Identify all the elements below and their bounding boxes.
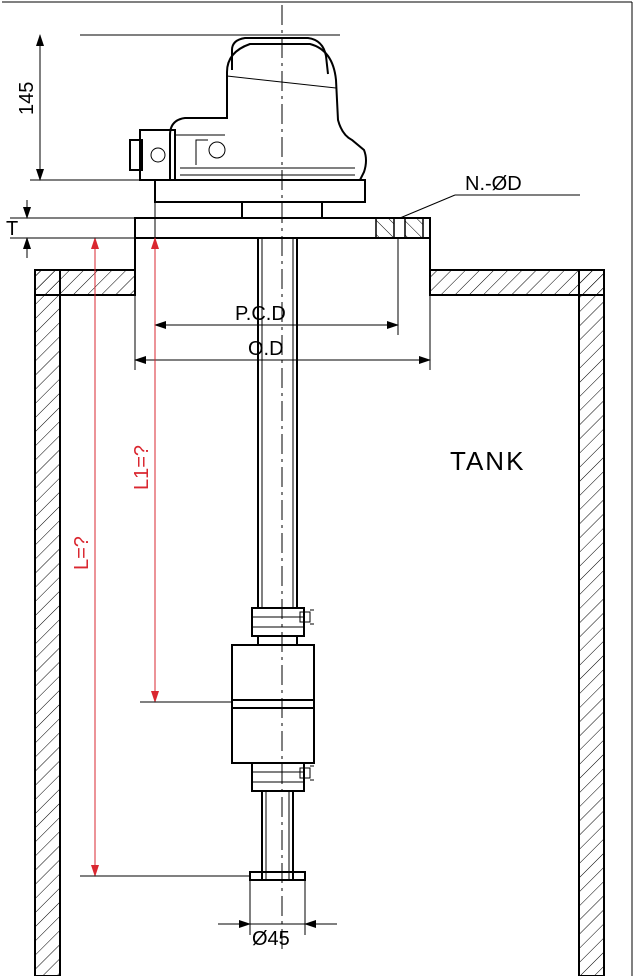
svg-text:L=?: L=? [71,536,93,570]
dim-n-phi-d: N.-ØD [400,173,580,218]
dim-pcd: P.C.D [155,200,398,335]
svg-text:T: T [6,218,18,240]
technical-drawing: 145 T N.-ØD P.C.D O.D L1=? L=? [0,0,634,976]
svg-text:P.C.D: P.C.D [235,303,286,325]
dim-L1: L1=? [131,238,232,702]
tank-label: TANK [450,446,525,476]
svg-text:L1=?: L1=? [131,445,153,490]
dim-L: L=? [71,238,250,876]
lower-coupling [252,763,314,791]
dim-phi45: Ø45 [218,880,337,950]
stem-tube [258,238,297,608]
svg-text:O.D: O.D [248,338,284,360]
tank-top [35,270,604,295]
dim-145: 145 [16,35,340,180]
lower-stem [262,791,293,880]
tank-right-wall [579,270,604,976]
svg-text:145: 145 [16,82,38,115]
upper-coupling [252,608,314,636]
sensor-housing [130,38,366,202]
svg-text:Ø45: Ø45 [252,928,290,950]
tank-left-wall [35,270,60,976]
float-body [232,636,314,763]
dim-T: T [6,200,135,258]
probe-tip [250,872,305,880]
svg-text:N.-ØD: N.-ØD [465,173,522,195]
